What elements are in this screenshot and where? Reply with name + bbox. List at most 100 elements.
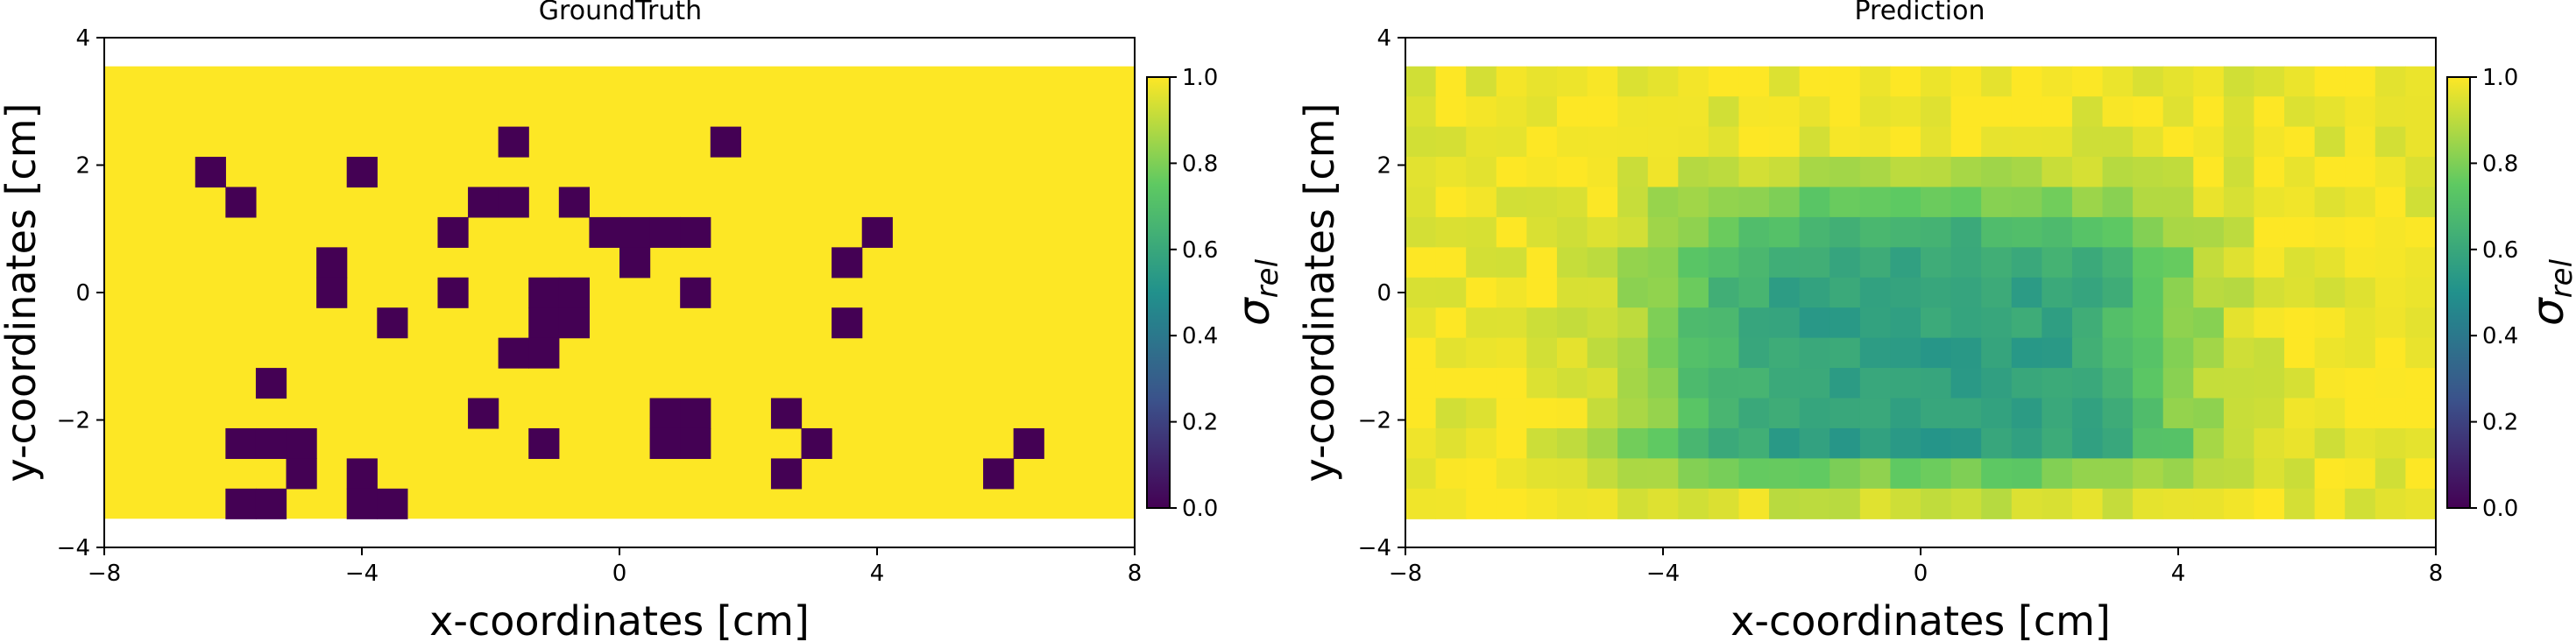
x-tick-label: 0 [1914, 561, 1928, 587]
heatmap-cell [2284, 458, 2316, 490]
heatmap-cell [2374, 398, 2407, 429]
heatmap-cell [1435, 66, 1467, 97]
heatmap-cell [2223, 427, 2255, 459]
heatmap-cell [1738, 368, 1770, 399]
heatmap-cell [2162, 187, 2194, 218]
heatmap-cell [680, 216, 711, 248]
heatmap-cell [2011, 126, 2042, 158]
heatmap-cell [1769, 96, 1801, 128]
heatmap-cell [346, 488, 378, 519]
heatmap-cell [1587, 96, 1618, 128]
heatmap-cell [1738, 187, 1770, 218]
heatmap-cell [1890, 96, 1921, 128]
heatmap-cell [1617, 458, 1649, 490]
heatmap-cell [2314, 96, 2346, 128]
heatmap-cell [1587, 368, 1618, 399]
heatmap-cell [1435, 277, 1467, 308]
x-tick-label: 8 [2429, 561, 2444, 587]
heatmap-cell [2162, 307, 2194, 339]
heatmap-cell [1708, 157, 1740, 188]
heatmap-cell [1799, 458, 1830, 490]
heatmap-cell [1678, 337, 1709, 369]
heatmap-cell [1647, 368, 1679, 399]
heatmap-cell [1981, 187, 2013, 218]
heatmap-cell [1981, 488, 2013, 519]
heatmap-cell [1769, 398, 1801, 429]
heatmap-cell [2042, 187, 2073, 218]
heatmap-cell [316, 247, 348, 279]
heatmap-cell [2102, 247, 2134, 279]
heatmap-cell [1921, 368, 1952, 399]
heatmap-cell [1526, 427, 1558, 459]
heatmap-cell [2223, 458, 2255, 490]
heatmap-cell [1921, 96, 1952, 128]
colorbar-tick-label: 0.4 [2482, 323, 2518, 349]
heatmap-cell [1496, 458, 1527, 490]
y-tick-label: 0 [75, 280, 90, 307]
heatmap-cell [2162, 96, 2194, 128]
heatmap-cell [1587, 337, 1618, 369]
heatmap-cell [528, 427, 560, 459]
heatmap-cell [2314, 66, 2346, 97]
heatmap-cell [2162, 458, 2194, 490]
heatmap-cell [1647, 157, 1679, 188]
y-tick-label: −2 [57, 408, 90, 434]
heatmap-cell [1587, 216, 1618, 248]
heatmap-cell [2162, 157, 2194, 188]
heatmap-cell [2314, 427, 2346, 459]
heatmap-cell [1678, 96, 1709, 128]
heatmap-cell [1556, 126, 1589, 158]
x-tick-label: −4 [1646, 561, 1680, 587]
heatmap-cell [316, 277, 348, 308]
heatmap-cell [468, 187, 499, 218]
heatmap-cell [2223, 157, 2255, 188]
heatmap-cell [1617, 488, 1649, 519]
heatmap-cell [2071, 157, 2104, 188]
heatmap-cell [1769, 458, 1801, 490]
heatmap-cell [2011, 216, 2042, 248]
heatmap-cell [2314, 398, 2346, 429]
heatmap-cell [2071, 307, 2104, 339]
heatmap-cell [195, 157, 226, 188]
heatmap-cell [2071, 458, 2104, 490]
heatmap-cell [1859, 247, 1892, 279]
heatmap-cell [1829, 398, 1861, 429]
heatmap-cell [1556, 337, 1589, 369]
heatmap-cell [2133, 427, 2164, 459]
heatmap-cell [255, 427, 287, 459]
heatmap-cell [498, 187, 529, 218]
heatmap-cell [1526, 398, 1558, 429]
heatmap-cell [1859, 398, 1892, 429]
heatmap-cell [1859, 307, 1892, 339]
heatmap-cell [2071, 488, 2104, 519]
heatmap-cell [1950, 488, 1982, 519]
heatmap-cell [1466, 398, 1497, 429]
heatmap-cell [2345, 368, 2376, 399]
heatmap-cell [1405, 337, 1437, 369]
heatmap-cell [286, 458, 317, 490]
y-tick-label: 4 [1376, 25, 1391, 52]
heatmap-cell [2374, 216, 2407, 248]
heatmap-cell [1587, 307, 1618, 339]
heatmap-cell [1708, 126, 1740, 158]
heatmap-cell [1587, 427, 1618, 459]
heatmap-cell [1587, 126, 1618, 158]
heatmap-cell [1799, 247, 1830, 279]
heatmap-cell [2193, 277, 2225, 308]
heatmap-cell [2042, 368, 2073, 399]
heatmap-cell [2223, 126, 2255, 158]
heatmap-cell [528, 277, 560, 308]
heatmap-cell [1617, 277, 1649, 308]
prediction-colorbar-label: σrel [2523, 258, 2576, 326]
heatmap-cell [1496, 398, 1527, 429]
heatmap-cell [1556, 368, 1589, 399]
heatmap-cell [680, 398, 711, 429]
heatmap-cell [2071, 337, 2104, 369]
heatmap-cell [2405, 66, 2437, 97]
heatmap-cell [1890, 247, 1921, 279]
heatmap-cell [1890, 488, 1921, 519]
heatmap-cell [2223, 277, 2255, 308]
heatmap-cell [1769, 427, 1801, 459]
heatmap-cell [1466, 247, 1497, 279]
